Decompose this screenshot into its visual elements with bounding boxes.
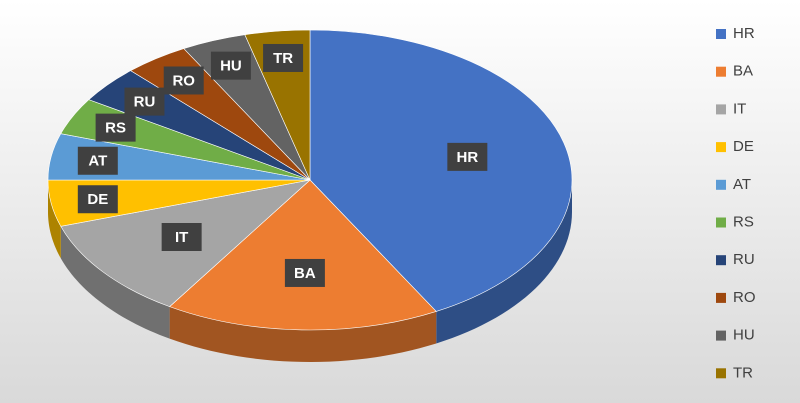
legend-label: BA bbox=[733, 63, 753, 80]
label-box bbox=[77, 146, 118, 175]
slice-labels: HR BA IT DE AT RS RU RO HU TR bbox=[77, 43, 488, 287]
slice-label: RS bbox=[105, 120, 126, 137]
legend-swatch bbox=[716, 330, 726, 341]
slice-label: IT bbox=[175, 229, 188, 246]
slice bbox=[309, 29, 573, 312]
slice-side bbox=[48, 180, 61, 259]
label-box bbox=[161, 223, 202, 252]
label-box bbox=[77, 185, 118, 214]
legend-label: AT bbox=[733, 176, 751, 193]
legend-label: RU bbox=[733, 251, 755, 268]
label-box bbox=[124, 87, 165, 116]
legend-swatch bbox=[716, 142, 726, 153]
legend-label: IT bbox=[733, 100, 746, 117]
legend-label: RO bbox=[733, 289, 756, 306]
label-box bbox=[210, 51, 251, 80]
slice-label: RU bbox=[134, 94, 156, 111]
slice-label: HU bbox=[220, 58, 242, 75]
slice-label: RO bbox=[172, 72, 195, 89]
legend-swatch bbox=[716, 255, 726, 266]
label-box bbox=[163, 66, 204, 95]
slice bbox=[169, 179, 437, 331]
legend-swatch bbox=[716, 292, 726, 303]
slice-side bbox=[436, 180, 572, 344]
slice-label: AT bbox=[88, 153, 107, 170]
legend-swatch bbox=[716, 217, 726, 228]
label-box bbox=[447, 142, 488, 171]
legend-swatch bbox=[716, 66, 726, 77]
legend-swatch bbox=[716, 29, 726, 39]
slice-side bbox=[60, 226, 170, 339]
slice-label: BA bbox=[294, 265, 316, 282]
legend-swatch bbox=[716, 368, 726, 379]
legend-label: TR bbox=[733, 364, 753, 381]
legend-swatch bbox=[716, 179, 726, 190]
legend: HR BA IT DE AT RS RU RO HU TR bbox=[716, 25, 756, 381]
legend-label: RS bbox=[733, 213, 754, 230]
legend-label: HU bbox=[733, 327, 755, 344]
label-box bbox=[284, 258, 325, 287]
slice-side bbox=[169, 306, 437, 362]
legend-label: DE bbox=[733, 138, 754, 155]
slice-label: HR bbox=[457, 149, 479, 166]
label-box bbox=[95, 113, 136, 142]
label-box bbox=[263, 43, 304, 72]
slice-label: DE bbox=[87, 191, 108, 208]
legend-swatch bbox=[716, 104, 726, 115]
slice-sides bbox=[48, 180, 572, 362]
slice-label: TR bbox=[273, 50, 293, 67]
legend-label: HR bbox=[733, 25, 755, 42]
